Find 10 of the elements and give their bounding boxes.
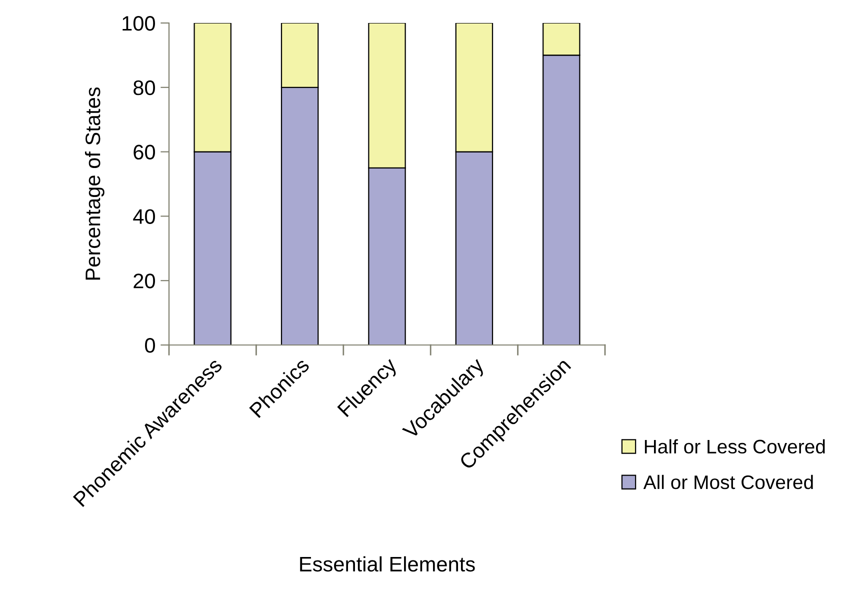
y-axis-title: Percentage of States (84, 87, 104, 280)
y-tick-label: 80 (134, 80, 155, 96)
y-tick-label: 100 (122, 16, 155, 31)
y-tick-label: 60 (134, 144, 155, 160)
legend-label: All or Most Covered (643, 474, 813, 490)
legend-label: Half or Less Covered (644, 439, 825, 454)
y-tick-label: 40 (133, 209, 155, 224)
x-axis-title: Essential Elements (300, 556, 475, 572)
y-tick-label: 20 (134, 274, 155, 288)
y-tick-label: 0 (145, 338, 155, 353)
